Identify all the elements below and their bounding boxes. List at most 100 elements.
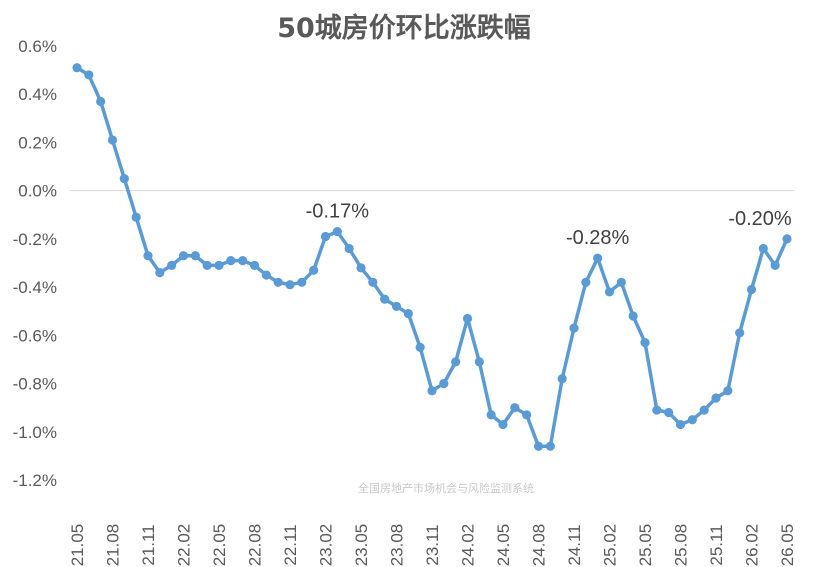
x-tick-label: 21.11 xyxy=(139,524,158,565)
data-point xyxy=(533,441,544,451)
data-point xyxy=(107,135,118,145)
data-point xyxy=(652,405,662,415)
data-points xyxy=(72,63,792,451)
data-point xyxy=(190,251,200,261)
x-tick-label: 21.08 xyxy=(104,524,123,567)
data-point xyxy=(84,70,94,80)
data-point xyxy=(581,277,591,287)
data-point xyxy=(640,337,650,348)
chart-title: 50城房价环比涨跌幅 xyxy=(277,13,531,44)
data-point xyxy=(309,265,319,275)
y-tick-label: -0.4% xyxy=(13,278,57,297)
x-tick-label: 25.08 xyxy=(672,524,691,567)
data-point xyxy=(439,378,449,389)
data-point xyxy=(628,311,638,321)
x-tick-label: 24.11 xyxy=(565,524,584,565)
watermark: 全国房地产市场机会与风险监测系统 xyxy=(358,481,534,495)
data-point xyxy=(699,405,709,415)
data-point xyxy=(155,268,165,278)
data-point xyxy=(143,251,153,261)
data-point xyxy=(498,419,508,430)
data-point xyxy=(604,287,615,297)
data-point xyxy=(545,441,555,451)
data-point xyxy=(557,374,567,384)
x-tick-label: 24.02 xyxy=(459,524,478,567)
y-tick-label: -1.0% xyxy=(13,423,57,442)
data-point xyxy=(202,260,212,271)
y-tick-label: 0.2% xyxy=(18,133,57,152)
data-point xyxy=(746,284,757,295)
data-point xyxy=(474,357,484,367)
x-tick-label: 22.08 xyxy=(246,524,265,567)
data-point xyxy=(332,227,342,237)
x-axis: 21.05 21.08 21.11 22.02 22.05 22.08 22.11 23.02… xyxy=(68,524,797,567)
x-tick-label: 23.08 xyxy=(388,524,407,567)
data-point xyxy=(167,260,177,271)
y-tick-label: 0.6% xyxy=(18,37,57,56)
x-tick-label: 22.11 xyxy=(281,524,300,565)
x-tick-label: 23.05 xyxy=(352,524,371,567)
data-point xyxy=(664,407,674,418)
data-point xyxy=(758,243,768,254)
data-point xyxy=(675,419,686,430)
data-point xyxy=(249,260,260,271)
data-point xyxy=(238,255,248,266)
data-point xyxy=(273,277,283,287)
y-tick-label: -0.2% xyxy=(13,230,57,249)
data-point xyxy=(226,255,236,266)
data-point xyxy=(344,243,354,254)
x-tick-label: 23.02 xyxy=(317,524,336,567)
y-tick-label: -0.8% xyxy=(13,375,57,394)
data-point xyxy=(119,174,129,184)
data-point xyxy=(415,342,425,352)
data-point xyxy=(356,263,366,273)
data-point xyxy=(178,251,189,261)
data-point xyxy=(285,280,295,290)
data-point xyxy=(462,313,473,324)
data-point xyxy=(723,386,733,396)
x-tick-label: 22.02 xyxy=(175,524,194,567)
y-axis: 0.6% 0.4% 0.2% 0.0% -0.2% -0.4% -0.6% -0.8% -1.0… xyxy=(13,37,57,490)
data-label: -0.17% xyxy=(306,201,370,223)
data-point xyxy=(261,270,271,280)
data-point xyxy=(735,328,745,338)
x-tick-label: 26.02 xyxy=(743,524,762,567)
data-point xyxy=(72,63,82,73)
y-tick-label: -0.6% xyxy=(13,326,57,345)
x-tick-label: 23.11 xyxy=(423,524,442,565)
data-point xyxy=(711,393,721,403)
data-point xyxy=(522,410,532,420)
data-point xyxy=(486,410,496,420)
data-point xyxy=(782,234,792,244)
data-point xyxy=(297,277,307,287)
data-point xyxy=(451,357,461,367)
data-point xyxy=(616,277,626,287)
data-point xyxy=(391,301,402,311)
data-point xyxy=(96,96,106,107)
data-label: -0.20% xyxy=(728,208,792,230)
data-point xyxy=(320,231,331,242)
data-point xyxy=(770,260,780,271)
x-tick-label: 25.11 xyxy=(707,524,726,565)
y-tick-label: -1.2% xyxy=(13,471,57,490)
x-tick-label: 24.08 xyxy=(530,524,549,567)
data-label: -0.28% xyxy=(566,227,630,249)
data-point xyxy=(214,260,224,271)
data-point xyxy=(368,277,378,287)
data-point xyxy=(593,253,603,263)
data-point xyxy=(510,403,520,413)
x-tick-label: 25.02 xyxy=(601,524,620,567)
x-tick-label: 26.05 xyxy=(778,524,797,567)
data-point xyxy=(569,323,579,333)
x-tick-label: 24.05 xyxy=(494,524,513,567)
data-annotations: -0.17% -0.28% -0.20% xyxy=(306,201,792,250)
data-point xyxy=(427,386,437,396)
x-tick-label: 21.05 xyxy=(68,524,87,567)
x-tick-label: 22.05 xyxy=(210,524,229,567)
data-point xyxy=(131,212,141,222)
x-tick-label: 25.05 xyxy=(636,524,655,567)
y-tick-label: 0.4% xyxy=(18,85,57,104)
data-point xyxy=(403,309,413,319)
data-point xyxy=(380,294,390,304)
